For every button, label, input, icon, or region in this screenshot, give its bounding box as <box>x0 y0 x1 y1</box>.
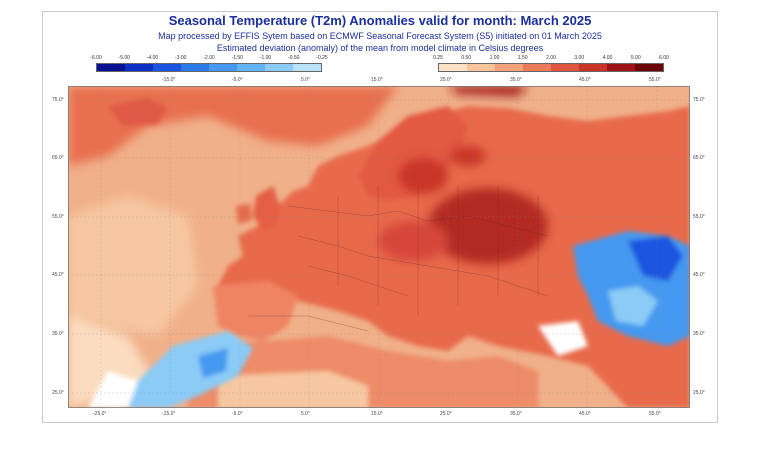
colorbar-swatch <box>551 64 579 71</box>
finland-hot-area <box>450 146 486 166</box>
lat-tick-left: 55.0° <box>52 214 64 220</box>
colorbar-label: -2.00 <box>203 55 215 61</box>
colorbar-swatch <box>635 64 663 71</box>
colorbar-swatch <box>237 64 265 71</box>
lon-tick-top: 15.0° <box>371 77 383 83</box>
arctic-hot-area <box>448 86 528 96</box>
colorbar-label: 3.00 <box>574 55 585 61</box>
lat-tick-right: 65.0° <box>693 155 705 161</box>
colorbar-swatch <box>181 64 209 71</box>
baltic-hot-area <box>398 158 448 194</box>
lon-tick-top: 45.0° <box>579 77 591 83</box>
map-title: Seasonal Temperature (T2m) Anomalies val… <box>168 13 592 28</box>
lat-tick-right: 75.0° <box>693 97 705 103</box>
lat-tick-right: 55.0° <box>693 214 705 220</box>
lat-tick-left: 65.0° <box>52 155 64 161</box>
colorbar-swatch <box>293 64 321 71</box>
lon-tick-bottom: 25.0° <box>440 411 452 417</box>
iran-cold-anomaly <box>608 286 658 326</box>
colorbar-swatch <box>495 64 523 71</box>
iceland <box>108 98 168 126</box>
neutral-white-area <box>88 371 138 408</box>
british-isles <box>253 186 280 231</box>
lat-tick-left: 45.0° <box>52 272 64 278</box>
lon-tick-top: -15.0° <box>162 77 176 83</box>
lon-tick-bottom: 35.0° <box>510 411 522 417</box>
colorbar-swatch <box>467 64 495 71</box>
colorbar-swatch <box>265 64 293 71</box>
lat-tick-right: 25.0° <box>693 390 705 396</box>
eastern-europe-hot-core <box>428 188 548 264</box>
colorbar-swatch <box>97 64 125 71</box>
graticule <box>68 86 690 408</box>
colorbar-label: -3.00 <box>175 55 187 61</box>
lon-tick-top: 35.0° <box>510 77 522 83</box>
colorbar-swatch <box>125 64 153 71</box>
lat-tick-left: 75.0° <box>52 97 64 103</box>
colorbar-swatch <box>607 64 635 71</box>
colorbar-label: 1.50 <box>517 55 528 61</box>
colorbar-label: 6.00 <box>659 55 669 61</box>
lat-tick-left: 25.0° <box>52 390 64 396</box>
lon-tick-bottom: -25.0° <box>93 411 107 417</box>
colorbar-swatch <box>523 64 551 71</box>
colorbar-label: -0.50 <box>288 55 300 61</box>
country-borders <box>248 186 549 332</box>
lon-tick-top: 55.0° <box>649 77 661 83</box>
colorbar-swatch <box>439 64 467 71</box>
lon-tick-bottom: 5.0° <box>301 411 310 417</box>
lat-tick-right: 45.0° <box>693 272 705 278</box>
atlantic-light-anomaly <box>68 196 198 336</box>
neutral-white-area-east <box>538 321 588 356</box>
colorbar-label: 1.00 <box>489 55 500 61</box>
colorbar-label: 0.25 <box>433 55 443 61</box>
central-europe-warm-area <box>378 221 448 261</box>
lat-tick-right: 35.0° <box>693 331 705 337</box>
caspian-strong-cold-anomaly <box>628 236 683 281</box>
colorbar-label: 2.00 <box>546 55 556 61</box>
colorbar-label: -1.50 <box>231 55 243 61</box>
lat-tick-left: 35.0° <box>52 331 64 337</box>
map-border <box>68 86 690 408</box>
sahara-light-anomaly <box>218 371 368 408</box>
colorbar-swatch <box>209 64 237 71</box>
iberian-peninsula <box>213 281 298 341</box>
lon-tick-top: -5.0° <box>232 77 243 83</box>
colorbar-label: -1.00 <box>259 55 272 61</box>
colorbar-positive <box>438 63 664 72</box>
colorbar-label: -6.00 <box>90 55 102 61</box>
colorbar-label: -4.00 <box>146 55 159 61</box>
colorbar-label: 5.00 <box>630 55 641 61</box>
map-subtitle: Map processed by EFFIS Sytem based on EC… <box>158 31 602 41</box>
lon-tick-bottom: -5.0° <box>232 411 243 417</box>
colorbar-label: 0.50 <box>461 55 472 61</box>
colorbar-label: -0.25 <box>316 55 328 61</box>
colorbar-swatch <box>153 64 181 71</box>
map-description: Estimated deviation (anomaly) of the mea… <box>216 43 544 53</box>
lon-tick-bottom: 45.0° <box>579 411 591 417</box>
lon-tick-bottom: 55.0° <box>649 411 661 417</box>
colorbar-negative <box>96 63 322 72</box>
lon-tick-top: 25.0° <box>440 77 452 83</box>
temperature-anomaly-map <box>68 86 690 408</box>
lon-tick-bottom: -15.0° <box>162 411 176 417</box>
colorbar-label: 4.00 <box>602 55 613 61</box>
colorbar-label: -5.00 <box>118 55 130 61</box>
lon-tick-top: 5.0° <box>301 77 310 83</box>
colorbar-swatch <box>579 64 607 71</box>
atlas-cold-anomaly <box>198 348 228 378</box>
lon-tick-bottom: 15.0° <box>371 411 383 417</box>
